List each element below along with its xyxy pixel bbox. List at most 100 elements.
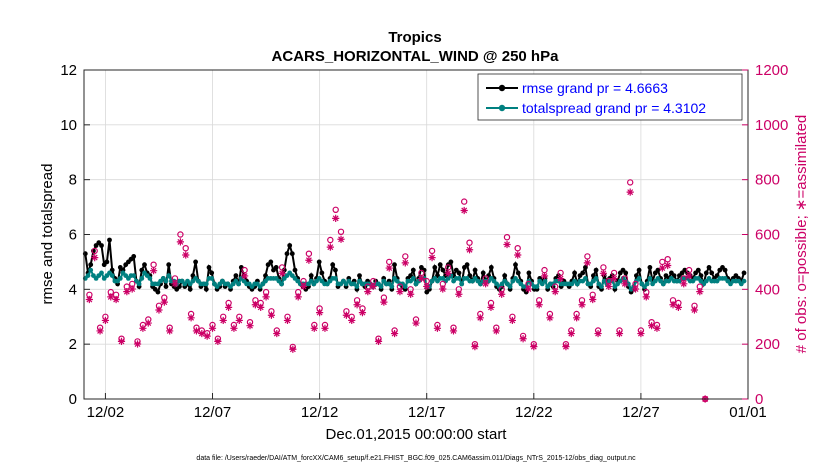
obs-point (182, 244, 190, 259)
rmse-point (593, 267, 599, 273)
obs-point (241, 266, 249, 280)
obs-point (267, 308, 276, 319)
obs-assimilated-marker (267, 311, 276, 319)
y-tick-left-label: 6 (69, 227, 77, 244)
obs-point (358, 305, 367, 317)
x-tick-label: 12/17 (408, 404, 446, 421)
obs-assimilated-marker (150, 267, 158, 275)
totalspread-point (456, 276, 462, 281)
obs-point (369, 277, 377, 291)
obs-point (101, 313, 110, 325)
obs-assimilated-marker (283, 316, 292, 325)
obs-assimilated-marker (680, 280, 688, 288)
obs-point (621, 275, 629, 288)
totalspread-point (459, 281, 465, 287)
obs-assimilated-marker (423, 282, 431, 291)
obs-point (674, 299, 682, 311)
series-layer (82, 237, 747, 295)
rmse-point (166, 262, 172, 268)
obs-assimilated-marker (610, 274, 618, 283)
x-tick-label: 12/02 (87, 404, 125, 421)
obs-point (283, 313, 292, 325)
rmse-point (695, 267, 701, 273)
obs-assimilated-marker (342, 311, 350, 319)
obs-point (492, 324, 500, 335)
legend-box (477, 73, 743, 121)
rmse-point (580, 270, 586, 276)
obs-assimilated-marker (407, 290, 415, 298)
obs-possible-marker (91, 247, 98, 255)
obs-assimilated-marker (417, 274, 425, 283)
rmse-point (308, 273, 314, 278)
obs-assimilated-marker (535, 301, 543, 309)
obs-point (653, 321, 661, 332)
chart-title-variable: ACARS_HORIZONTAL_WIND @ 250 hPa (272, 48, 560, 65)
rmse-point (357, 273, 362, 278)
rmse-point (107, 237, 112, 243)
obs-point (680, 275, 688, 288)
obs-point (198, 327, 206, 338)
obs-assimilated-marker (658, 264, 666, 272)
rmse-point (609, 273, 615, 278)
x-tick-label: 12/27 (622, 404, 660, 421)
obs-point (417, 269, 425, 283)
obs-assimilated-marker (241, 272, 249, 280)
obs-point (342, 308, 350, 319)
y-tick-left-label: 10 (60, 117, 77, 134)
y-tick-right-label: 400 (755, 281, 780, 298)
rmse-point (647, 265, 653, 270)
x-tick-label: 12/12 (301, 404, 339, 421)
obs-assimilated-marker (508, 316, 516, 325)
chart-title-region: Tropics (388, 29, 441, 46)
obs-point (551, 283, 559, 296)
obs-assimilated-marker (176, 238, 184, 246)
obs-point (128, 280, 136, 293)
obs-point (685, 266, 693, 280)
obs-point (498, 286, 506, 298)
obs-assimilated-marker (348, 316, 356, 325)
obs-point (449, 324, 458, 335)
rmse-point (448, 259, 454, 265)
obs-point (316, 305, 324, 317)
obs-assimilated-marker (669, 301, 677, 309)
obs-point (535, 297, 543, 309)
obs-point (396, 283, 404, 296)
obs-point (273, 327, 281, 338)
obs-assimilated-marker (374, 337, 383, 345)
obs-possible-marker (461, 198, 468, 205)
obs-point (696, 283, 704, 296)
obs-assimilated-marker (621, 280, 629, 288)
obs-possible-marker (182, 244, 189, 252)
obs-assimilated-marker (439, 285, 447, 293)
obs-point (117, 335, 126, 345)
obs-point (589, 291, 597, 304)
obs-assimilated-marker (648, 322, 656, 330)
obs-point (573, 310, 581, 322)
obs-point (348, 313, 356, 325)
totalspread-point (131, 273, 137, 278)
obs-point (278, 264, 286, 277)
right-y-axis: 0 200 400 600 800 1000 1200 (742, 62, 788, 408)
obs-point (299, 277, 308, 291)
totalspread-point (99, 270, 104, 276)
obs-assimilated-marker (551, 288, 559, 296)
obs-assimilated-marker (396, 288, 404, 296)
obs-assimilated-marker (144, 319, 152, 327)
obs-assimilated-marker (117, 337, 126, 345)
rmse-point (636, 267, 642, 273)
obs-point (669, 297, 677, 309)
obs-point (578, 297, 586, 309)
obs-assimilated-marker (305, 256, 313, 264)
obs-possible-marker (584, 253, 591, 260)
rmse-point (206, 265, 212, 270)
obs-point (658, 258, 666, 272)
obs-point (166, 324, 174, 335)
obs-point (192, 324, 201, 335)
obs-assimilated-marker (444, 269, 452, 277)
obs-point (407, 286, 415, 298)
obs-possible-marker (177, 231, 184, 238)
obs-point (433, 321, 442, 332)
obs-possible-marker (402, 253, 409, 260)
totalspread-point (279, 281, 284, 287)
